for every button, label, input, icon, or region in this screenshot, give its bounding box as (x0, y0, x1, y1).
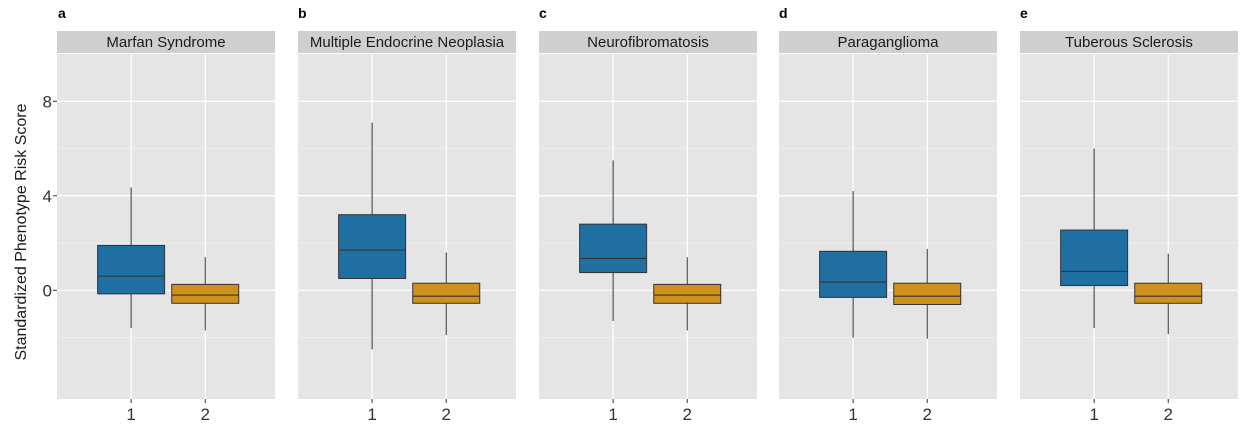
facet-panel-a: a Marfan Syndrome 1 2 (57, 5, 275, 424)
panel-background (298, 54, 516, 399)
box (1134, 282, 1203, 304)
y-tick-label: 0 (43, 281, 52, 300)
box-group-1 (338, 122, 407, 350)
x-tick-label: 2 (201, 405, 210, 424)
facet-title: Marfan Syndrome (106, 34, 225, 51)
x-tick-label: 1 (848, 405, 857, 424)
facet-panel-e: e Tuberous Sclerosis 1 2 (1020, 5, 1238, 424)
box-group-1 (579, 160, 648, 322)
box (97, 244, 166, 295)
y-tick-label: 4 (43, 187, 52, 206)
panel-background (779, 54, 997, 399)
x-tick-label: 2 (442, 405, 451, 424)
y-axis-title: Standardized Phenotype Risk Score (13, 103, 30, 360)
x-tick-label: 1 (1089, 405, 1098, 424)
box (1060, 229, 1129, 287)
box-group-2 (1134, 253, 1203, 335)
facet-title: Multiple Endocrine Neoplasia (310, 34, 505, 51)
panel-letter: a (58, 5, 66, 21)
box (412, 282, 481, 304)
box-group-2 (171, 257, 240, 331)
facet-title: Neurofibromatosis (587, 34, 709, 51)
facet-title: Paraganglioma (838, 34, 940, 51)
box-group-1 (1060, 148, 1129, 329)
facet-strip (779, 31, 997, 53)
box (819, 250, 888, 298)
box (653, 283, 722, 304)
box (579, 223, 648, 274)
panel-letter: b (298, 5, 307, 21)
facet-strip (539, 31, 757, 53)
y-tick-label: 8 (43, 92, 52, 111)
x-tick-label: 1 (367, 405, 376, 424)
x-tick-label: 1 (126, 405, 135, 424)
panel-letter: e (1020, 5, 1028, 21)
box-group-2 (412, 252, 481, 336)
box-group-1 (97, 187, 166, 329)
panel-letter: d (779, 5, 788, 21)
x-tick-label: 2 (1164, 405, 1173, 424)
box-group-2 (653, 257, 722, 331)
box-group-1 (819, 191, 888, 338)
facet-title: Tuberous Sclerosis (1065, 34, 1193, 51)
box (171, 283, 240, 304)
box (338, 214, 407, 279)
x-tick-label: 1 (608, 405, 617, 424)
facet-strip (1020, 31, 1238, 53)
box (893, 282, 962, 305)
facet-panel-d: d Paraganglioma 1 2 (779, 5, 997, 424)
panel-background (539, 54, 757, 399)
facet-strip (57, 31, 275, 53)
x-tick-label: 2 (923, 405, 932, 424)
facet-panel-c: c Neurofibromatosis 1 2 (539, 5, 757, 424)
panel-background (1020, 54, 1238, 399)
box-group-2 (893, 248, 962, 339)
panel-background (57, 54, 275, 399)
facet-strip (298, 31, 516, 53)
x-tick-label: 2 (683, 405, 692, 424)
panel-letter: c (539, 5, 547, 21)
